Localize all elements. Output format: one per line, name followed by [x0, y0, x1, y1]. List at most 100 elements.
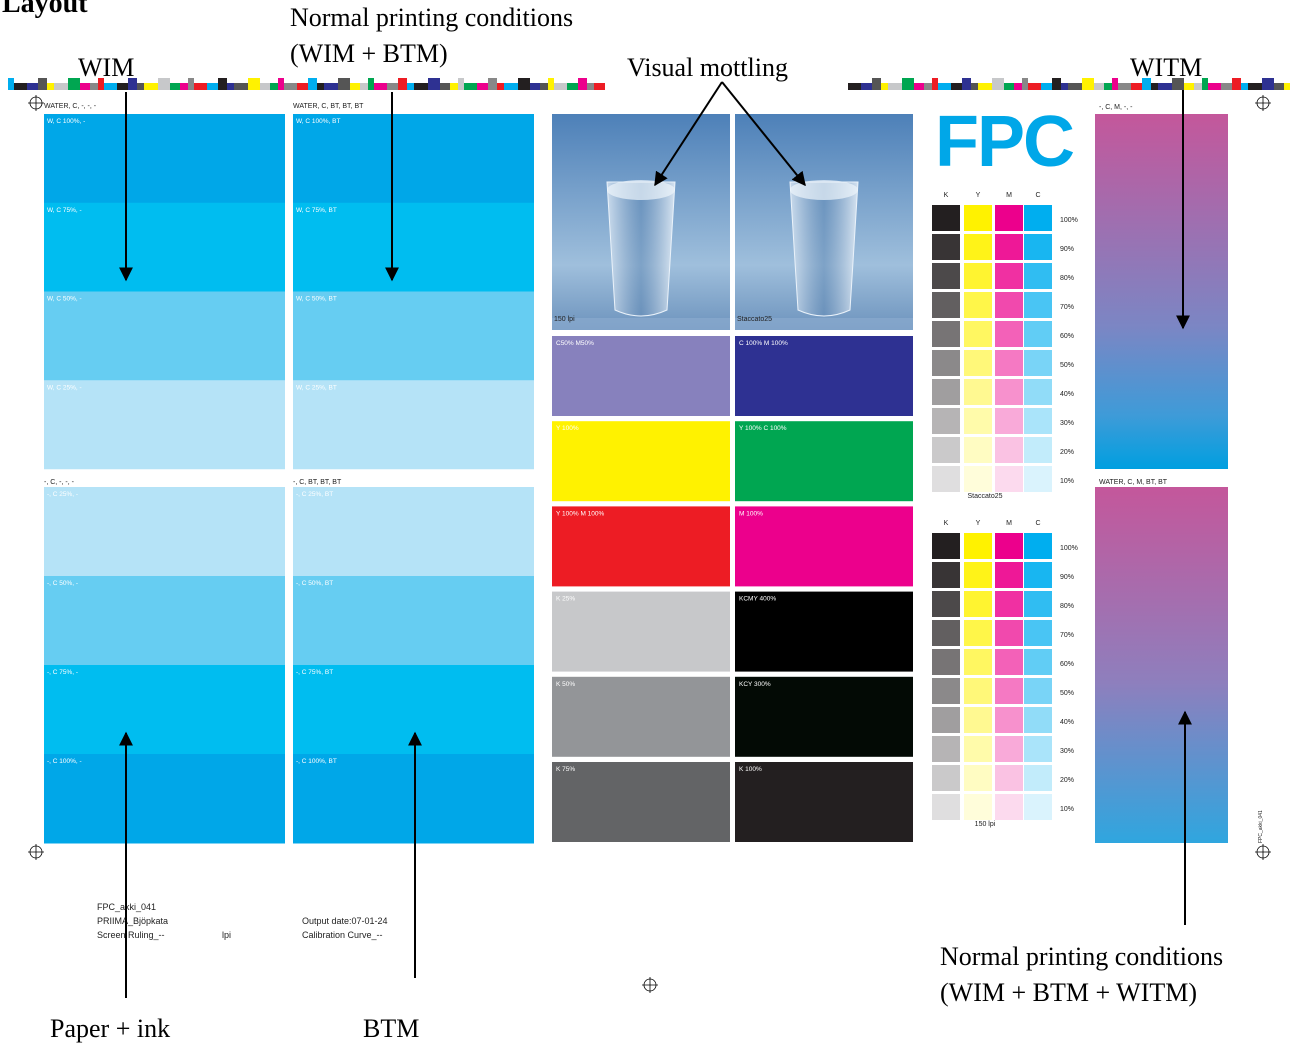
label: 10% — [1060, 478, 1074, 485]
color-bar — [1082, 78, 1094, 90]
label: WIM — [78, 53, 134, 82]
color-bar — [270, 83, 278, 90]
tint — [995, 234, 1023, 260]
patch — [735, 336, 913, 416]
color-bar — [1118, 83, 1131, 90]
color-bar — [80, 83, 90, 90]
color-bar — [450, 83, 458, 90]
patch — [293, 754, 534, 844]
tint — [995, 620, 1023, 646]
color-bar — [47, 83, 54, 90]
tint — [932, 350, 960, 376]
label: -, C 75%, - — [47, 669, 78, 676]
color-bar — [872, 78, 881, 90]
tint — [1024, 466, 1052, 492]
color-bar — [308, 78, 317, 90]
label: M — [1006, 192, 1012, 199]
reg-mark — [28, 844, 44, 860]
color-bar — [932, 78, 938, 90]
tint — [995, 263, 1023, 289]
patch — [293, 576, 534, 666]
label: W, C 75%, - — [47, 207, 82, 214]
tint — [932, 765, 960, 791]
color-bar — [68, 78, 80, 90]
label: C50% M50% — [556, 340, 594, 347]
label: K — [944, 520, 949, 527]
tint — [1024, 678, 1052, 704]
color-bar — [14, 83, 27, 90]
label: C — [1035, 192, 1040, 199]
label: 40% — [1060, 391, 1074, 398]
label: Visual mottling — [627, 53, 788, 82]
label: 40% — [1060, 719, 1074, 726]
color-bar — [488, 78, 497, 90]
color-bar — [924, 83, 932, 90]
label: 10% — [1060, 806, 1074, 813]
label: K 100% — [739, 766, 762, 773]
tint — [932, 649, 960, 675]
color-bar — [1112, 78, 1118, 90]
color-bar — [530, 83, 540, 90]
color-bar — [180, 83, 188, 90]
label: 50% — [1060, 362, 1074, 369]
label: WATER, C, BT, BT, BT — [293, 103, 364, 110]
color-bar — [971, 83, 978, 90]
tint — [932, 562, 960, 588]
color-bar — [962, 78, 971, 90]
label: -, C 50%, - — [47, 580, 78, 587]
label: -, C 100%, BT — [296, 758, 337, 765]
tint — [932, 707, 960, 733]
tint — [1024, 533, 1052, 559]
color-bar — [90, 83, 98, 90]
color-bar — [117, 83, 128, 90]
label: KCMY 400% — [739, 596, 776, 603]
tint — [1024, 562, 1052, 588]
color-bar — [1202, 78, 1208, 90]
color-bar — [1184, 83, 1194, 90]
tint — [1024, 591, 1052, 617]
label: WATER, C, M, BT, BT — [1099, 479, 1168, 486]
color-bar — [1028, 83, 1041, 90]
tint — [995, 591, 1023, 617]
color-bar — [104, 83, 117, 90]
color-bar — [848, 83, 861, 90]
patch — [44, 202, 285, 292]
label: 80% — [1060, 603, 1074, 610]
color-bar — [1232, 78, 1241, 90]
color-bar — [1068, 83, 1082, 90]
color-bar — [504, 83, 518, 90]
tint — [995, 765, 1023, 791]
tint — [995, 379, 1023, 405]
label: W, C 100%, BT — [296, 118, 340, 125]
tint — [1024, 263, 1052, 289]
label: 150 lpi — [975, 821, 996, 828]
arrow — [654, 81, 723, 187]
label: 100% — [1060, 217, 1078, 224]
tint — [932, 591, 960, 617]
patch — [735, 506, 913, 587]
tint — [964, 379, 992, 405]
label: Output date:07-01-24 — [302, 916, 388, 926]
tint — [1024, 794, 1052, 820]
label: Staccato25 — [967, 493, 1002, 500]
label: Y 100% C 100% — [739, 425, 787, 432]
tint — [964, 234, 992, 260]
label: Normal printing conditions — [940, 942, 1223, 971]
reg-mark — [642, 977, 658, 993]
tint — [1024, 707, 1052, 733]
tint — [932, 292, 960, 318]
label: W, C 50%, BT — [296, 296, 337, 303]
tint — [995, 408, 1023, 434]
label: -, C 50%, BT — [296, 580, 333, 587]
patch — [552, 506, 730, 587]
color-bar — [1061, 83, 1068, 90]
label: K — [944, 192, 949, 199]
tint — [995, 678, 1023, 704]
color-bar — [8, 78, 14, 90]
patch — [293, 665, 534, 755]
patch — [44, 487, 285, 577]
color-bar — [194, 83, 207, 90]
tint — [995, 649, 1023, 675]
label: 150 lpi — [554, 316, 575, 323]
splash — [607, 180, 675, 200]
